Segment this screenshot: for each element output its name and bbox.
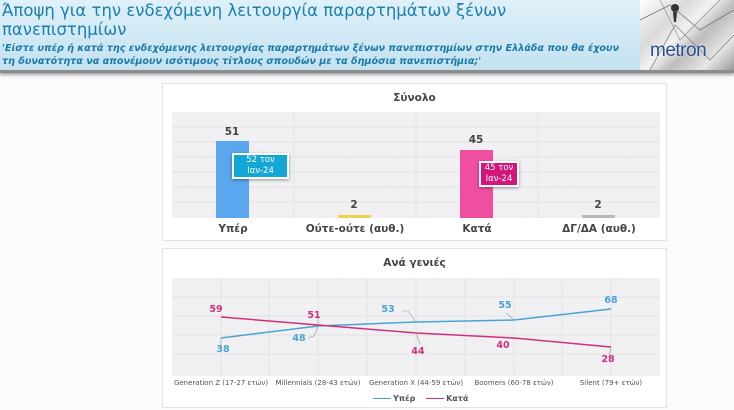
category-label-kata: Κατά	[462, 223, 492, 235]
value-label-dk: 2	[594, 199, 602, 211]
legend-item-yper[interactable]: Υπέρ	[373, 394, 415, 403]
yper-label-genz: 38	[216, 344, 230, 355]
yper-label-silent: 68	[604, 295, 618, 306]
yper-label-genx: 53	[381, 304, 395, 315]
value-label-yper: 51	[224, 126, 240, 138]
chart-title: Ανά γενιές	[383, 257, 446, 269]
metron-logo: metron	[640, 0, 734, 70]
logo-graphic-icon	[640, 0, 734, 70]
yper-previous-callout: 52 τον Ιαν-24	[232, 153, 289, 179]
generation-label-silent: Silent (79+ ετών)	[579, 379, 643, 387]
chart-title: Σύνολο	[393, 92, 436, 104]
bar-neither	[338, 215, 371, 218]
kata-previous-callout: 45 τον Ιαν-24	[479, 161, 519, 187]
kata-label-silent: 28	[601, 354, 615, 365]
category-label-neither: Ούτε-ούτε (αυθ.)	[305, 223, 405, 235]
line-plot-area: 38 48 53 55 68 59 51 44 40 28	[172, 278, 660, 376]
survey-question: 'Είστε υπέρ ή κατά της ενδεχόμενης λειτο…	[2, 43, 619, 67]
line-chart-svg	[172, 278, 660, 376]
kata-label-millennials: 51	[307, 310, 321, 321]
yper-label-boomers: 55	[498, 300, 512, 311]
generations-chart-panel: Ανά γενιές 38	[162, 248, 667, 408]
generation-label-boomers: Boomers (60-78 ετών)	[474, 379, 554, 387]
generation-label-millennials: Millennials (28-43 ετών)	[275, 379, 361, 387]
generation-label-genx: Generation X (44-59 ετών)	[368, 379, 464, 387]
generation-label-genz: Generation Z (17-27 ετών)	[173, 379, 269, 387]
value-label-neither: 2	[350, 199, 358, 211]
bar-plot-area: 51 2 45 2 52 τον Ιαν-24 45 τον Ιαν-24	[172, 112, 660, 218]
value-label-kata: 45	[468, 134, 484, 146]
category-label-yper: Υπέρ	[218, 223, 248, 235]
chart-legend: Υπέρ Κατά	[373, 394, 468, 403]
kata-label-boomers: 40	[496, 340, 510, 351]
bar-dk	[582, 215, 615, 218]
yper-label-millennials: 48	[292, 333, 306, 344]
report-header: Άποψη για την ενδεχόμενη λειτουργία παρα…	[0, 0, 734, 73]
logo-text: metron	[650, 40, 707, 61]
total-chart-panel: Σύνολο 51 2 45 2 52 τον Ιαν-24 45 τον Ια…	[162, 83, 667, 241]
kata-label-genx: 44	[411, 346, 425, 357]
category-label-dk: ΔΓ/ΔΑ (αυθ.)	[562, 223, 636, 235]
page-title: Άποψη για την ενδεχόμενη λειτουργία παρα…	[2, 1, 507, 39]
kata-label-genz: 59	[209, 304, 223, 315]
legend-item-kata[interactable]: Κατά	[426, 394, 468, 403]
